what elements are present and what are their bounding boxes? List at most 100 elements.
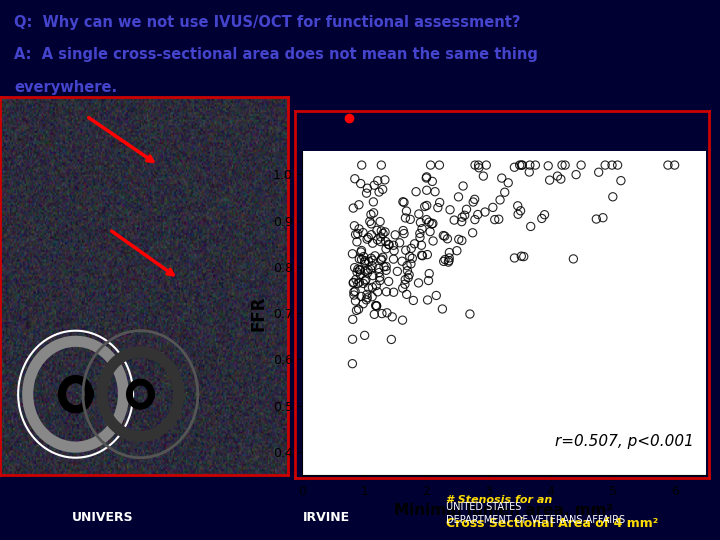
Point — [397, 226, 409, 235]
Point — [453, 235, 464, 244]
Point — [347, 315, 359, 323]
Point — [373, 264, 384, 273]
Point — [359, 258, 370, 266]
Point — [416, 224, 428, 233]
Point — [518, 252, 529, 261]
Point — [379, 228, 391, 237]
Point — [388, 246, 400, 255]
Point — [351, 238, 363, 246]
Point — [415, 218, 426, 227]
Point — [408, 296, 419, 305]
Point — [380, 266, 392, 275]
Point — [473, 164, 485, 172]
Point — [444, 256, 455, 265]
Point — [352, 230, 364, 238]
Point — [467, 228, 478, 237]
Point — [469, 195, 480, 204]
Point — [570, 170, 582, 179]
Point — [444, 254, 455, 262]
Text: A:  A single cross-sectional area does not mean the same thing: A: A single cross-sectional area does no… — [14, 46, 539, 62]
Point — [397, 198, 409, 206]
Point — [405, 260, 417, 268]
Point — [423, 269, 435, 278]
Point — [363, 284, 374, 292]
X-axis label: Minimal lumen area, mm²: Minimal lumen area, mm² — [395, 503, 613, 518]
Point — [493, 215, 505, 224]
Point — [516, 252, 527, 260]
Point — [375, 233, 387, 241]
Point — [380, 245, 392, 253]
Point — [512, 201, 523, 210]
Point — [612, 161, 624, 170]
Point — [464, 310, 476, 319]
Point — [361, 268, 373, 277]
Point — [356, 255, 367, 264]
Point — [524, 161, 536, 170]
Point — [355, 248, 366, 256]
Point — [369, 181, 380, 190]
Point — [523, 168, 535, 177]
Point — [374, 276, 386, 285]
Point — [382, 240, 394, 248]
Point — [404, 252, 415, 261]
Point — [552, 172, 563, 180]
Point — [354, 266, 366, 274]
Point — [575, 161, 587, 170]
Point — [371, 281, 382, 290]
Point — [469, 215, 481, 224]
Point — [377, 229, 389, 238]
Point — [390, 231, 401, 239]
Point — [386, 335, 397, 344]
Point — [357, 300, 369, 308]
Point — [400, 214, 411, 222]
Point — [346, 359, 358, 368]
Point — [365, 265, 377, 274]
Point — [415, 241, 427, 249]
Point — [457, 181, 469, 190]
Point — [353, 305, 364, 314]
Point — [514, 161, 526, 170]
Point — [516, 161, 528, 170]
Point — [473, 161, 485, 170]
Text: # Stenosis for an: # Stenosis for an — [446, 495, 553, 505]
Point — [350, 275, 361, 284]
Point — [513, 210, 524, 219]
Point — [365, 210, 377, 219]
Point — [456, 217, 467, 226]
Point — [397, 284, 408, 293]
Point — [366, 231, 377, 239]
Point — [423, 218, 435, 226]
Point — [414, 233, 426, 242]
Point — [361, 293, 373, 302]
Point — [508, 163, 520, 172]
Point — [515, 206, 526, 215]
Point — [355, 271, 366, 279]
Point — [499, 188, 510, 197]
Point — [370, 301, 382, 310]
Point — [444, 248, 455, 257]
Point — [525, 222, 536, 231]
Point — [367, 239, 379, 247]
Point — [401, 207, 413, 215]
Point — [438, 257, 449, 266]
Point — [439, 232, 451, 240]
Point — [400, 275, 411, 284]
Point — [360, 275, 372, 284]
Point — [372, 235, 383, 244]
Point — [366, 283, 378, 292]
Point — [365, 254, 377, 262]
Point — [477, 172, 489, 180]
Point — [426, 177, 438, 186]
Point — [399, 280, 410, 288]
Point — [456, 236, 467, 245]
Point — [420, 215, 432, 224]
Point — [388, 241, 400, 249]
Point — [358, 279, 369, 288]
Point — [361, 235, 373, 244]
Point — [368, 198, 379, 206]
Text: UNITED STATES
DEPARTMENT OF VETERANS AFFAIRS: UNITED STATES DEPARTMENT OF VETERANS AFF… — [446, 502, 626, 525]
Point — [376, 309, 387, 318]
Point — [348, 204, 359, 212]
Point — [354, 255, 365, 264]
Point — [496, 174, 508, 183]
